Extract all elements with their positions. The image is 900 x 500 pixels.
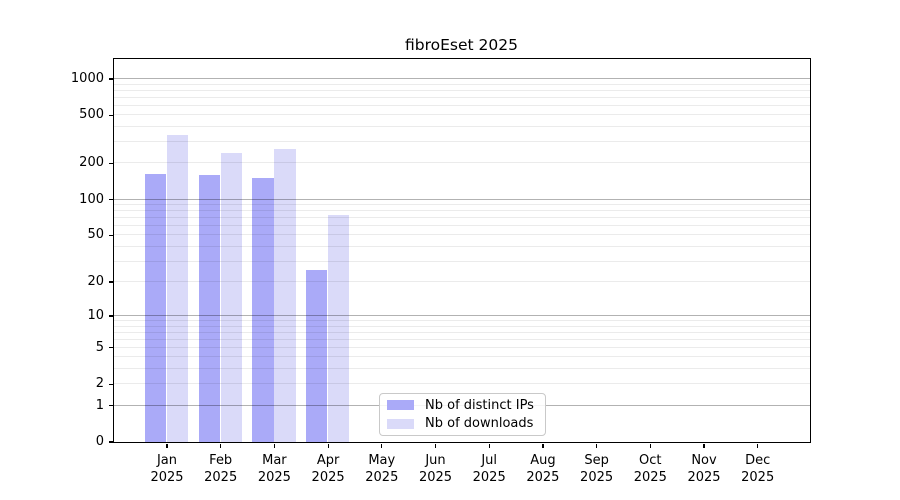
x-tick-label-apr: Apr 2025 (311, 453, 345, 485)
gridline-minor-7 (114, 331, 810, 333)
bar-feb-downloads (220, 152, 242, 442)
plot-area (113, 58, 811, 443)
bar-feb-distinct-ips (198, 175, 220, 442)
x-tick-oct (649, 443, 651, 448)
x-tick-label-jun: Jun 2025 (418, 453, 453, 485)
x-tick-label-sep: Sep 2025 (580, 453, 614, 485)
bar-jan-downloads (166, 134, 189, 442)
gridline-major-10 (114, 315, 810, 316)
gridline-minor-2 (114, 383, 810, 385)
x-tick-label-may: May 2025 (365, 453, 399, 485)
x-tick-nov (703, 443, 705, 448)
gridline-minor-200 (114, 162, 810, 164)
y-tick-label-1000: 1000 (70, 71, 104, 86)
legend-label-downloads: Nb of downloads (425, 416, 534, 432)
gridline-major-1000 (114, 78, 810, 79)
gridline-minor-60 (114, 225, 810, 226)
x-tick-may (381, 443, 383, 448)
gridline-major-100 (114, 198, 810, 200)
bar-apr-distinct-ips (305, 270, 328, 442)
bar-mar-downloads (274, 149, 296, 442)
gridline-minor-3 (114, 368, 810, 370)
gridline-minor-70 (114, 217, 810, 218)
y-tick-label-500: 500 (79, 107, 104, 123)
gridline-minor-900 (114, 83, 810, 85)
x-tick-label-mar: Mar 2025 (257, 453, 291, 485)
y-tick-10 (108, 315, 113, 317)
y-tick-label-20: 20 (87, 274, 104, 289)
y-tick-label-0: 0 (95, 434, 104, 449)
legend: Nb of distinct IPs Nb of downloads (379, 393, 546, 436)
y-tick-label-5: 5 (95, 339, 104, 355)
gridline-minor-80 (114, 210, 810, 212)
y-tick-100 (108, 198, 113, 201)
bar-apr-downloads (327, 215, 350, 442)
bar-jan-distinct-ips (144, 173, 167, 442)
gridline-minor-800 (114, 89, 810, 91)
x-tick-jul (488, 443, 490, 448)
x-tick-dec (757, 443, 759, 448)
gridline-minor-50 (114, 234, 810, 236)
y-tick-label-200: 200 (79, 155, 104, 171)
y-tick-2 (108, 383, 113, 385)
gridline-minor-400 (114, 126, 810, 128)
x-tick-label-jan: Jan 2025 (150, 453, 184, 485)
y-tick-5 (108, 347, 113, 349)
x-tick-jun (434, 443, 437, 448)
legend-item-distinct-ips: Nb of distinct IPs (380, 398, 545, 413)
bar-mar-distinct-ips (252, 177, 274, 442)
chart-title: fibroEset 2025 (405, 36, 518, 54)
x-tick-feb (220, 443, 222, 448)
gridline-minor-4 (114, 356, 810, 358)
gridline-minor-8 (114, 325, 810, 327)
legend-swatch-downloads (387, 418, 414, 429)
gridline-minor-600 (114, 104, 810, 106)
x-tick-label-nov: Nov 2025 (687, 453, 721, 485)
x-tick-sep (596, 443, 598, 448)
x-tick-label-jul: Jul 2025 (472, 453, 506, 485)
x-tick-label-dec: Dec 2025 (741, 453, 775, 485)
y-tick-200 (108, 162, 113, 164)
x-tick-apr (327, 443, 329, 448)
y-tick-20 (108, 281, 113, 283)
y-tick-1000 (108, 78, 113, 80)
y-tick-label-1: 1 (95, 397, 104, 413)
gridline-minor-500 (114, 114, 810, 116)
y-tick-label-2: 2 (95, 376, 104, 392)
x-tick-label-oct: Oct 2025 (633, 453, 667, 485)
gridline-minor-5 (114, 346, 810, 348)
gridline-minor-700 (114, 96, 810, 98)
x-tick-label-aug: Aug 2025 (526, 453, 560, 485)
gridline-minor-9 (114, 320, 810, 321)
y-tick-label-10: 10 (87, 308, 104, 323)
legend-label-distinct-ips: Nb of distinct IPs (425, 397, 534, 413)
gridline-minor-40 (114, 245, 810, 247)
gridline-minor-300 (114, 141, 810, 143)
y-tick-label-100: 100 (79, 191, 104, 207)
legend-swatch-distinct-ips (387, 400, 414, 411)
x-tick-aug (542, 443, 544, 448)
gridline-minor-90 (114, 204, 810, 205)
y-tick-50 (108, 234, 113, 237)
y-tick-1 (108, 404, 113, 407)
gridline-minor-20 (114, 281, 810, 282)
x-tick-label-feb: Feb 2025 (204, 453, 238, 485)
x-tick-jan (166, 443, 168, 448)
y-tick-label-50: 50 (87, 227, 104, 243)
gridline-minor-30 (114, 260, 810, 262)
x-tick-mar (273, 443, 276, 448)
legend-item-downloads: Nb of downloads (380, 416, 545, 431)
y-tick-500 (108, 114, 113, 116)
gridline-minor-6 (114, 338, 810, 340)
y-tick-0 (108, 441, 113, 443)
